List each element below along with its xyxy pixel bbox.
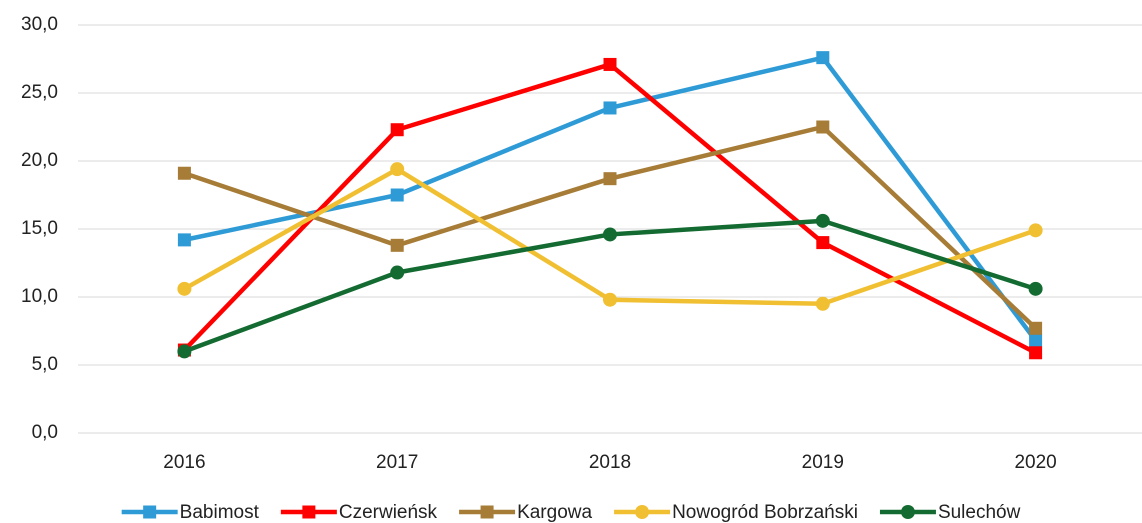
marker bbox=[603, 227, 617, 242]
marker bbox=[1029, 321, 1043, 335]
marker bbox=[603, 101, 617, 115]
marker bbox=[635, 505, 650, 519]
legend-item: Sulechów bbox=[879, 502, 1021, 523]
x-tick-label: 2017 bbox=[376, 452, 418, 473]
legend-label: Czerwieńsk bbox=[339, 502, 438, 523]
legend-item: Kargowa bbox=[459, 502, 592, 523]
marker bbox=[480, 505, 494, 519]
legend-item: Nowogród Bobrzański bbox=[614, 502, 858, 523]
y-tick-label: 15,0 bbox=[21, 218, 58, 239]
marker bbox=[900, 505, 915, 519]
marker bbox=[815, 296, 830, 311]
y-tick-label: 30,0 bbox=[21, 14, 58, 35]
marker bbox=[177, 166, 191, 180]
marker bbox=[816, 120, 830, 134]
x-tick-label: 2016 bbox=[163, 452, 205, 473]
marker bbox=[603, 292, 617, 307]
marker bbox=[177, 233, 191, 247]
marker bbox=[816, 236, 830, 250]
legend-label: Babimost bbox=[180, 502, 260, 523]
marker bbox=[177, 344, 192, 359]
x-tick-label: 2018 bbox=[589, 452, 631, 473]
y-tick-label: 25,0 bbox=[21, 82, 58, 103]
marker bbox=[1029, 334, 1043, 348]
x-tick-label: 2019 bbox=[802, 452, 844, 473]
marker bbox=[302, 505, 316, 519]
marker bbox=[603, 57, 617, 71]
marker bbox=[1028, 223, 1043, 238]
legend-label: Kargowa bbox=[517, 502, 592, 523]
marker bbox=[177, 281, 192, 296]
marker bbox=[390, 188, 404, 202]
y-tick-label: 5,0 bbox=[32, 354, 58, 375]
legend-item: Babimost bbox=[121, 502, 260, 523]
marker bbox=[390, 123, 404, 137]
marker bbox=[390, 238, 404, 252]
x-tick-label: 2020 bbox=[1014, 452, 1056, 473]
marker bbox=[390, 265, 405, 280]
legend-label: Nowogród Bobrzański bbox=[672, 502, 858, 523]
marker bbox=[816, 51, 830, 65]
marker bbox=[390, 162, 405, 177]
marker bbox=[815, 213, 830, 228]
y-tick-label: 20,0 bbox=[21, 150, 58, 171]
marker bbox=[143, 505, 157, 519]
legend-label: Sulechów bbox=[938, 502, 1021, 523]
y-tick-label: 0,0 bbox=[32, 422, 58, 443]
marker bbox=[603, 172, 617, 186]
y-tick-label: 10,0 bbox=[21, 286, 58, 307]
marker bbox=[1029, 346, 1043, 360]
legend: Babimost Czerwieńsk Kargowa Nowogród Bobrza… bbox=[121, 502, 1021, 523]
marker bbox=[1028, 281, 1043, 296]
legend-item: Czerwieńsk bbox=[280, 502, 438, 523]
